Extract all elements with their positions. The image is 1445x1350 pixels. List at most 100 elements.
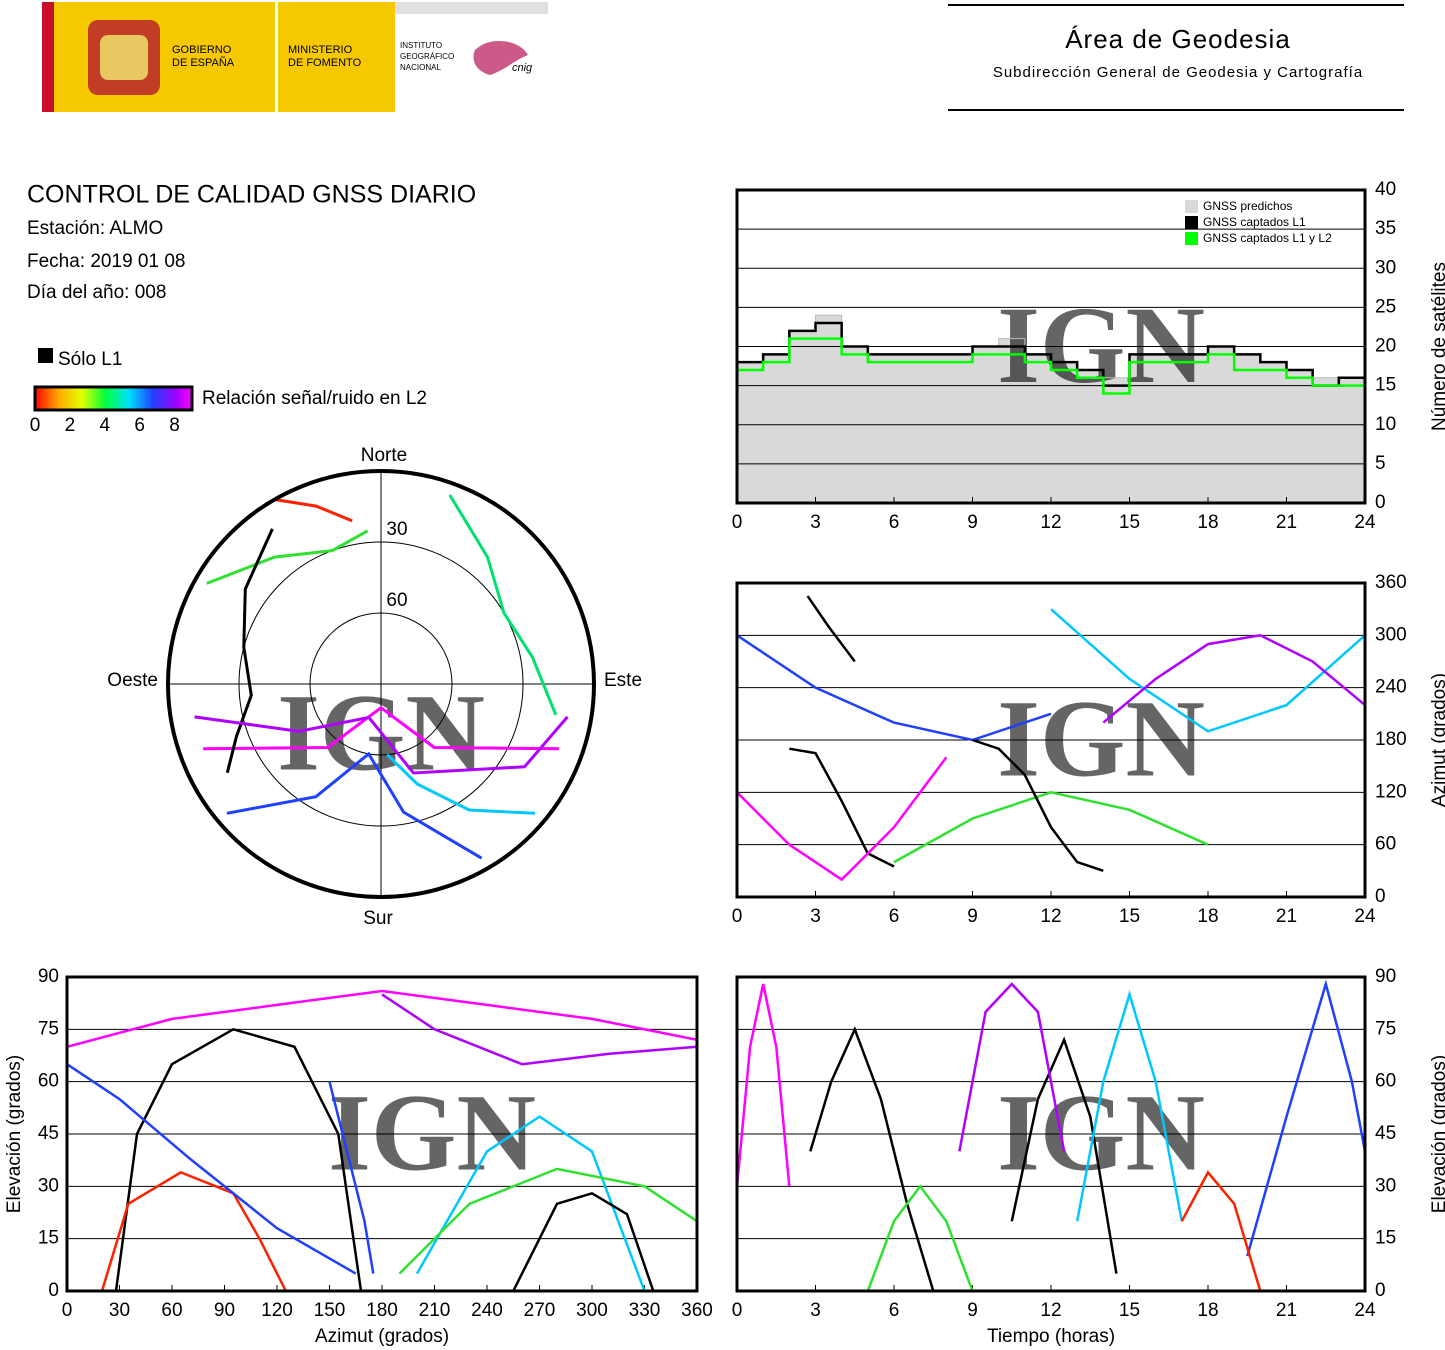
ign-bar [395,2,548,14]
x-tick-label: 18 [1197,512,1218,533]
legend-label: GNSS predichos [1203,199,1292,213]
y-tick-label: 300 [1375,624,1407,645]
x-tick-label: 0 [732,906,743,927]
track [806,595,856,663]
shield-inner [100,35,148,80]
ring-label: 30 [386,519,407,540]
colorbar [33,385,194,412]
cnig-text: cnig [512,62,533,74]
y-tick-label: 180 [1375,729,1407,750]
colorbar-label: Relación señal/ruido en L2 [202,388,427,409]
watermark: IGN [328,1071,536,1193]
track [274,498,353,523]
colorbar-tick: 0 [30,415,41,436]
x-tick-label: 180 [366,1300,398,1321]
legend-swatch [1185,200,1198,213]
x-tick-label: 300 [576,1300,608,1321]
track [226,751,483,860]
step-line [737,321,1367,387]
ign-text: INSTITUTO [400,41,442,50]
legend-swatch [1185,232,1198,245]
track [448,494,558,716]
x-tick-label: 210 [419,1300,451,1321]
track [809,1026,935,1292]
x-tick-label: 12 [1040,906,1061,927]
track [735,983,791,1187]
direction-label: Norte [361,445,407,466]
track [114,1027,363,1292]
y-tick-label: 5 [1375,453,1386,474]
gov-text: GOBIERNO [172,44,232,56]
plot-frame [735,188,1367,505]
y-axis-label: Elevación (grados) [1429,1055,1445,1213]
x-tick-label: 24 [1354,906,1376,927]
plot-frame [166,469,596,899]
track [386,753,536,815]
header-logos [42,2,548,112]
x-tick-label: 0 [732,512,743,533]
watermark: IGN [997,284,1205,406]
step-line [737,337,1367,395]
y-tick-label: 45 [38,1123,59,1144]
plot-frame [735,581,1367,899]
x-tick-label: 6 [889,906,900,927]
x-axis-label: Tiempo (horas) [987,1326,1115,1347]
x-tick-label: 12 [1040,512,1061,533]
track [958,982,1066,1152]
colorbar-tick: 2 [65,415,76,436]
flag-stripe [42,2,54,112]
legend-swatch [1185,216,1198,229]
y-tick-label: 75 [1375,1018,1396,1039]
x-tick-label: 24 [1354,1300,1376,1321]
y-tick-label: 15 [1375,375,1396,396]
x-tick-label: 18 [1197,906,1218,927]
y-tick-label: 0 [1375,1280,1386,1301]
track [381,993,698,1066]
y-tick-label: 20 [1375,336,1396,357]
ministry-text: MINISTERIO [288,44,353,56]
x-tick-label: 9 [967,906,978,927]
y-tick-label: 60 [1375,834,1396,855]
y-tick-label: 40 [1375,179,1396,200]
plot-frame [735,975,1367,1293]
gov-text: DE ESPAÑA [172,56,235,69]
x-tick-label: 240 [471,1300,503,1321]
y-tick-label: 75 [38,1018,59,1039]
flag-stripe [54,2,65,112]
y-tick-label: 120 [1375,781,1407,802]
y-tick-label: 0 [1375,886,1386,907]
track [194,715,569,775]
x-tick-label: 21 [1276,906,1297,927]
plot-frame [65,975,699,1293]
y-tick-label: 25 [1375,296,1396,317]
ring [238,541,524,827]
x-tick-label: 12 [1040,1300,1061,1321]
y-tick-label: 45 [1375,1123,1396,1144]
y-tick-label: 15 [38,1228,59,1249]
track [893,791,1209,864]
track [66,1063,357,1275]
x-tick-label: 15 [1119,1300,1140,1321]
track [328,1081,375,1274]
y-tick-label: 240 [1375,677,1407,698]
ign-text: NACIONAL [400,63,441,72]
x-tick-label: 0 [732,1300,743,1321]
track [972,738,1104,872]
y-tick-label: 15 [1375,1228,1396,1249]
track [1010,1036,1118,1274]
y-axis-label: Elevación (grados) [4,1055,25,1213]
track [203,705,559,751]
report-title: CONTROL DE CALIDAD GNSS DIARIO [27,181,476,209]
colorbar-tick: 6 [134,415,145,436]
x-tick-label: 30 [109,1300,130,1321]
watermark: IGN [997,677,1205,799]
y-tick-label: 360 [1375,572,1407,593]
l1-legend: Sólo L1 [58,349,122,370]
l1-swatch [38,348,53,363]
legend-label: GNSS captados L1 [1203,215,1306,229]
ign-text: GEOGRÁFICO [400,52,454,61]
date: Fecha: 2019 01 08 [27,251,185,272]
y-tick-label: 30 [1375,1175,1396,1196]
y-tick-label: 60 [1375,1071,1396,1092]
